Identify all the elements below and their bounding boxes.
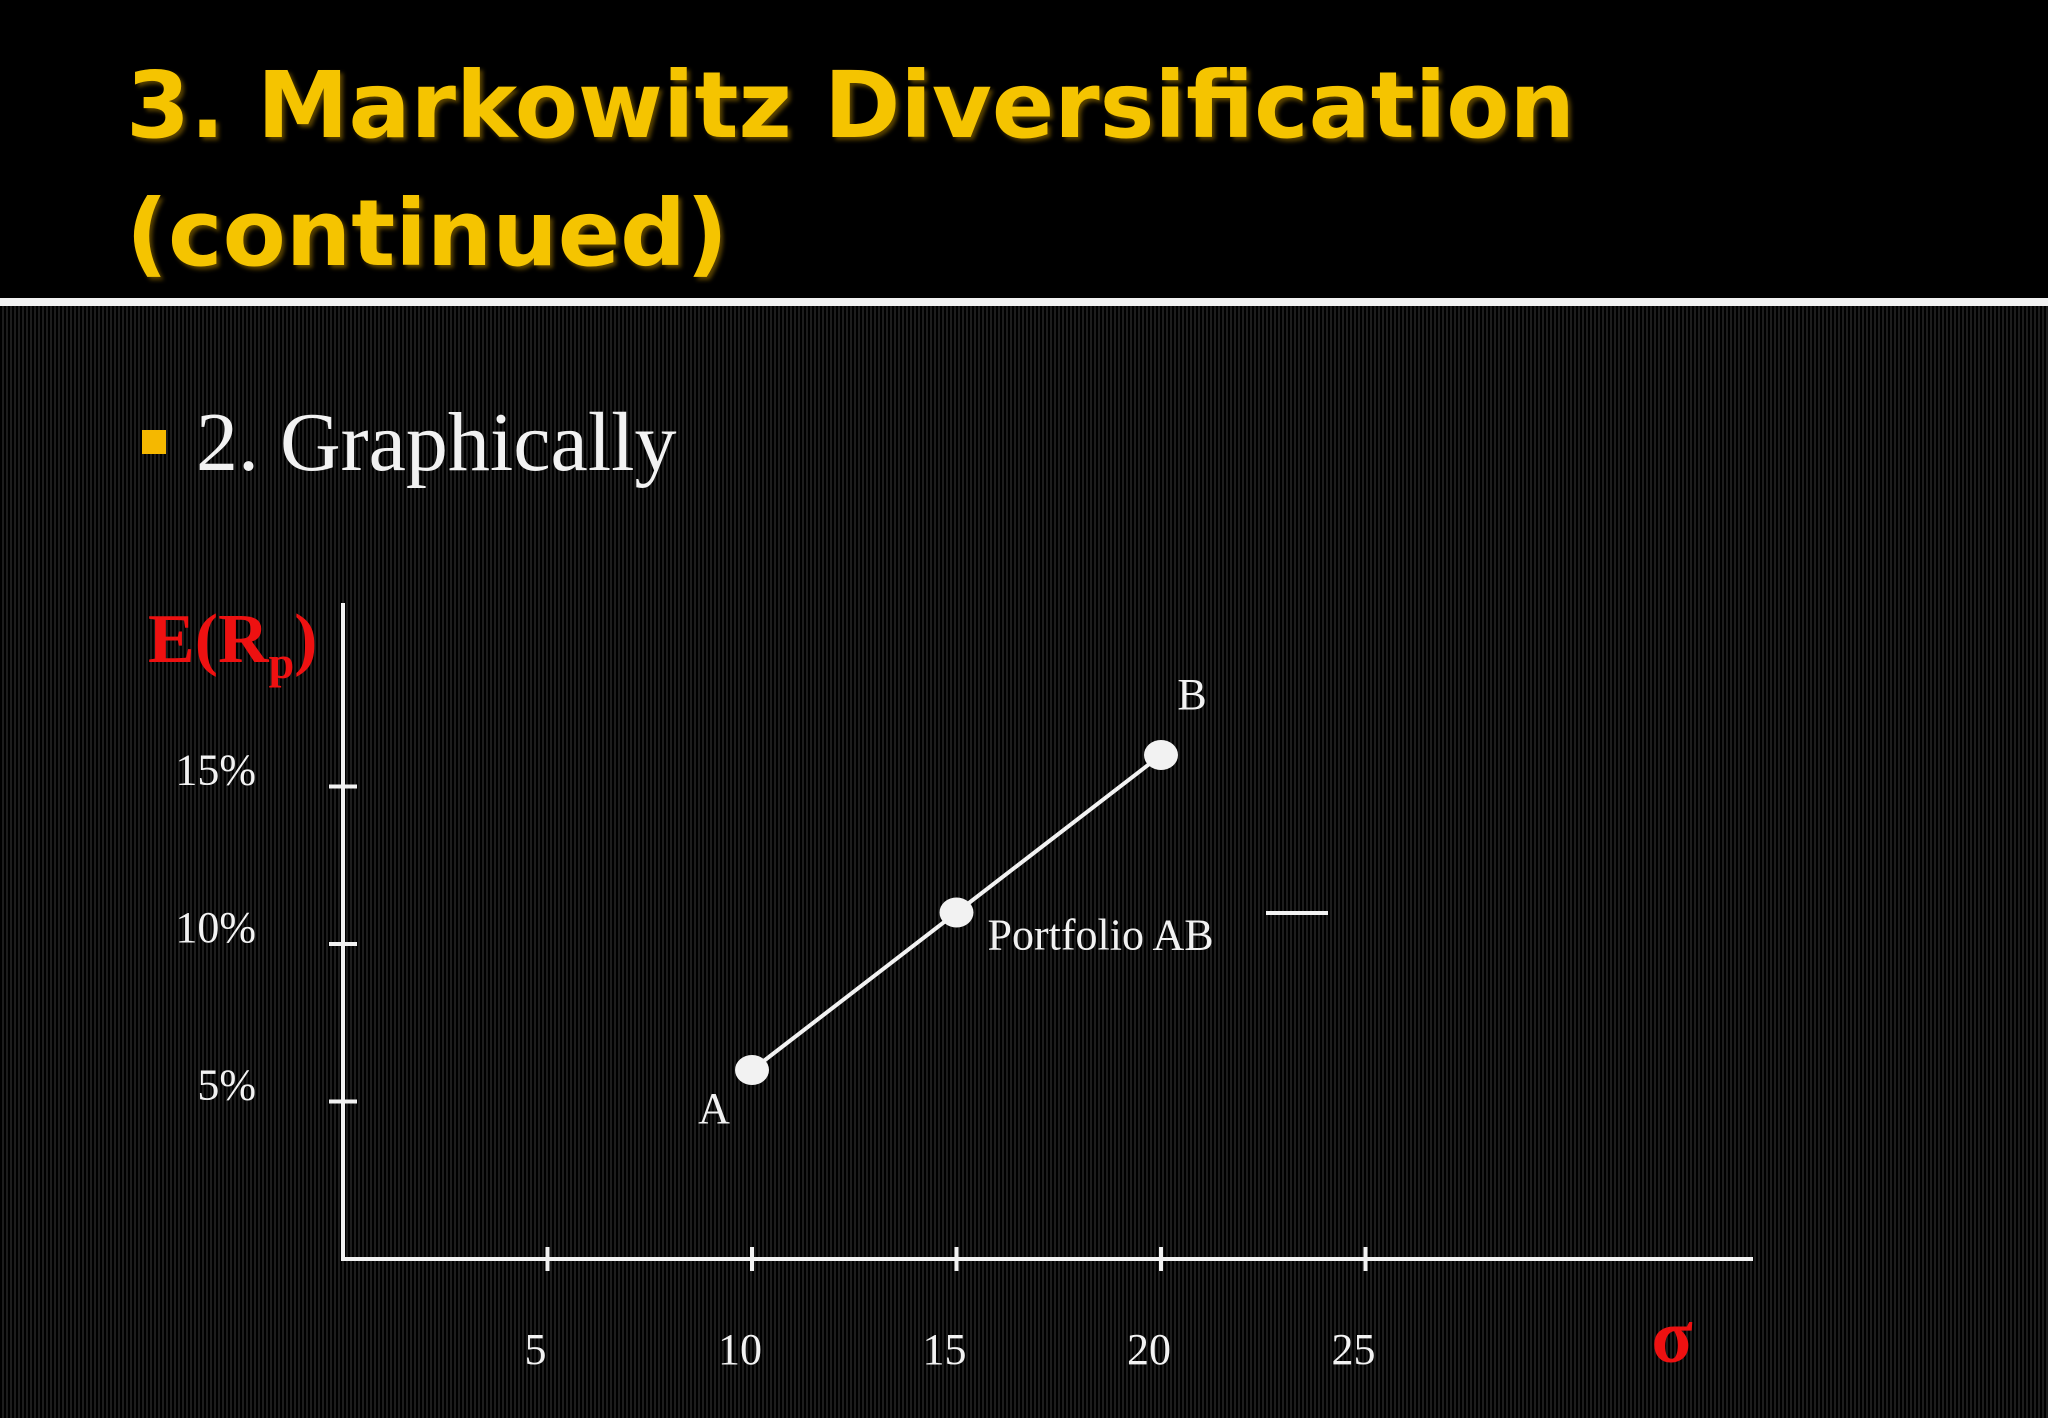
x-tick-label-20: 20 [1127,1325,1171,1374]
point-label-b: B [1177,670,1206,719]
slide-title-line-2: (continued) [126,180,729,287]
point-b [1144,740,1178,770]
bullet-text: 2. Graphically [196,395,677,489]
x-axis-title: σ [1651,1295,1692,1379]
point-portfolio-ab [939,897,974,928]
x-tick-label-10: 10 [718,1325,762,1374]
y-axis-title-close: ) [294,601,317,678]
slide-title-line-1: 3. Markowitz Diversification [126,52,1575,159]
y-axis-title-main: E(R [148,601,270,678]
y-tick-label-5: 5% [197,1061,256,1110]
title-divider [0,298,2048,306]
point-label-a: A [698,1084,730,1133]
x-tick-label-5: 5 [525,1325,547,1374]
bullet-square-icon [142,430,166,454]
x-tick-label-15: 15 [923,1325,967,1374]
point-a [735,1055,769,1085]
y-tick-label-10: 10% [175,903,256,952]
x-tick-label-25: 25 [1332,1325,1376,1374]
point-label-portfolio-ab: Portfolio AB [988,911,1214,960]
y-axis-title: E(Rp) [148,601,317,688]
slide-title: 3. Markowitz Diversification (continued) [126,42,2006,298]
y-tick-label-15: 15% [175,746,256,795]
y-axis-title-subscript: p [269,637,295,688]
bullet-item: 2. Graphically [142,392,677,492]
title-band [0,0,2048,298]
